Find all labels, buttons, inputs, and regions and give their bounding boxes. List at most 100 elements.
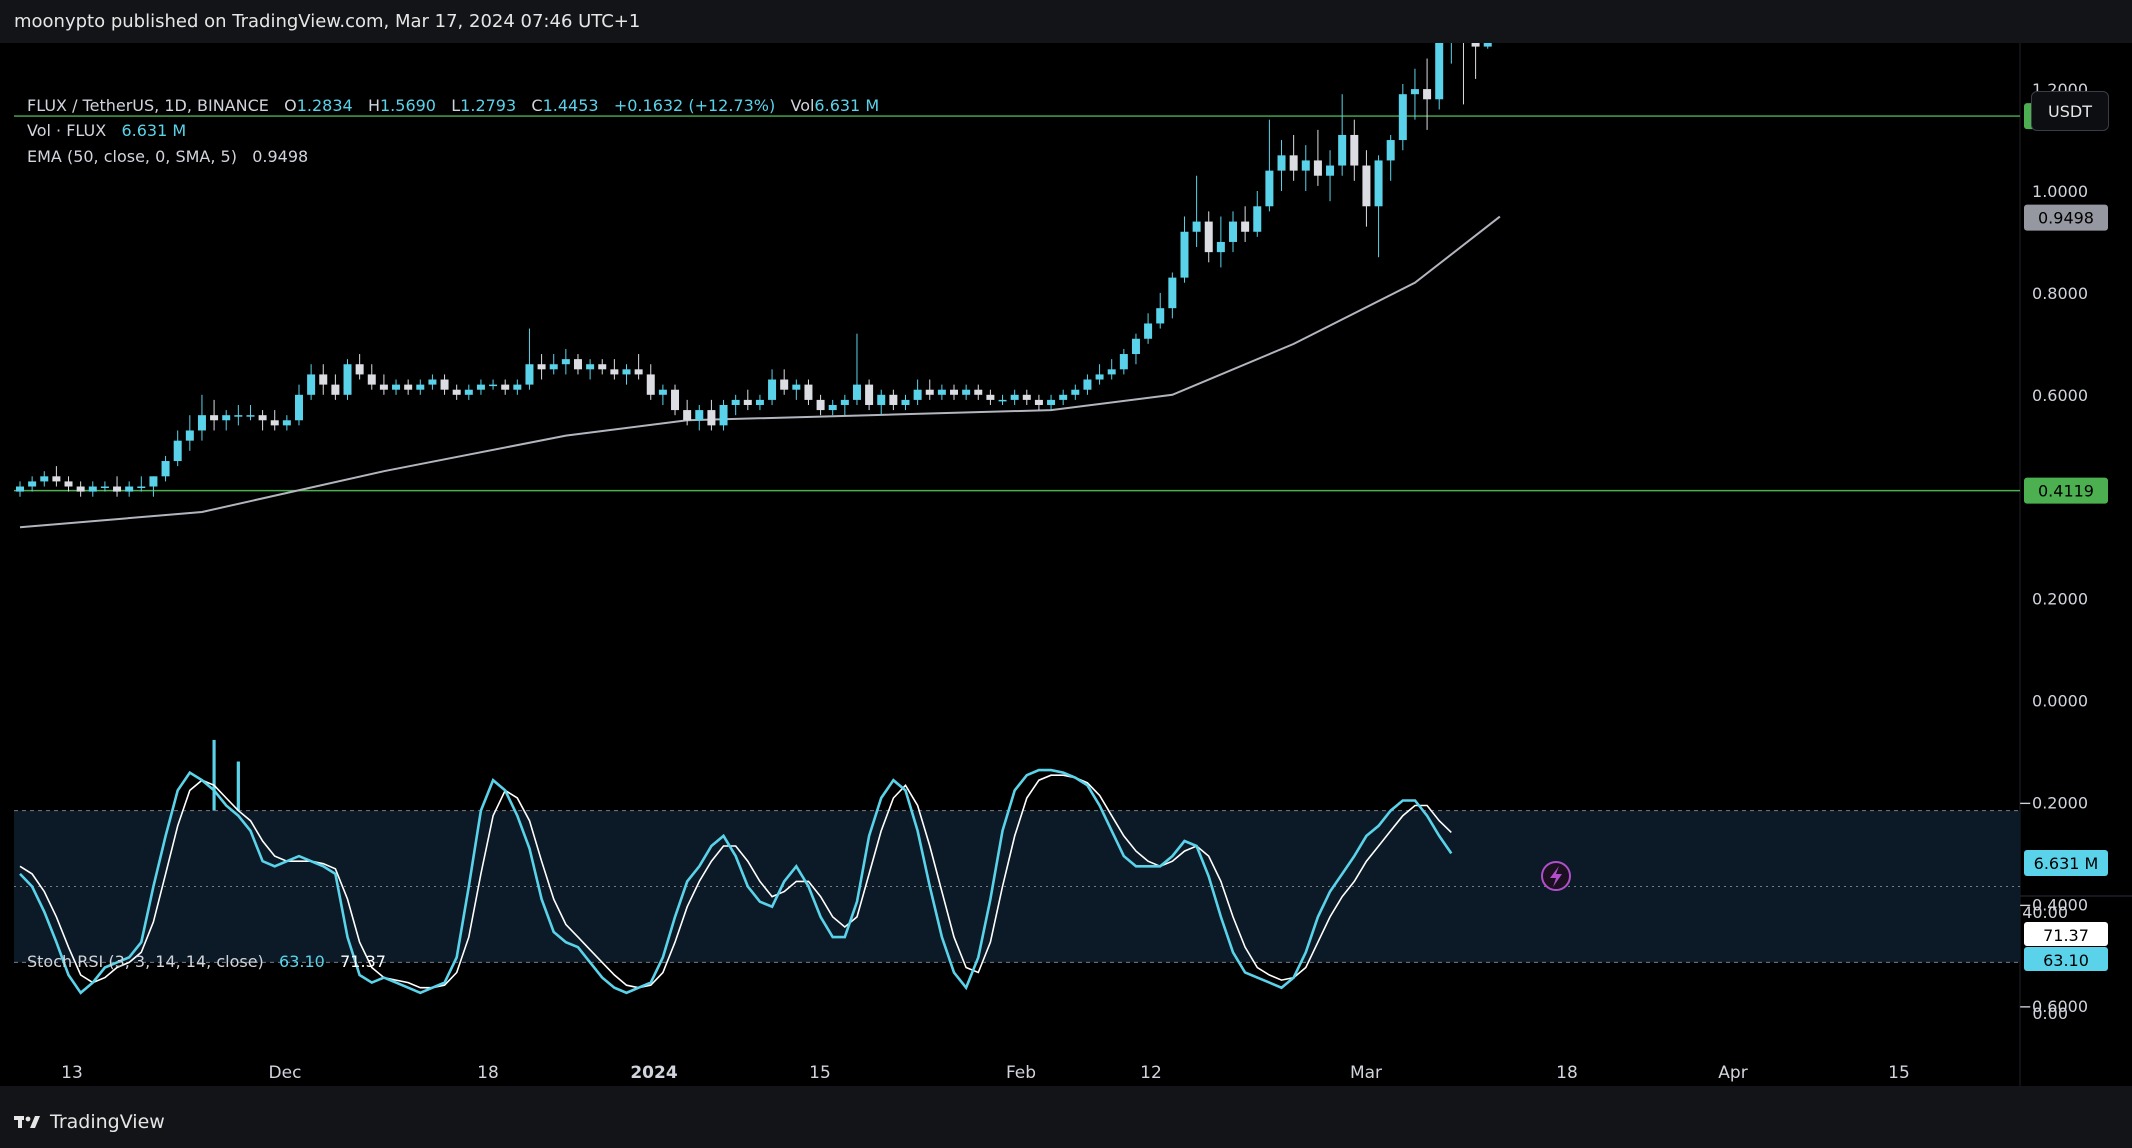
candle[interactable] — [1010, 389, 1019, 405]
candle[interactable] — [1265, 119, 1274, 212]
legend-stoch-row[interactable]: Stoch RSI (3, 3, 14, 14, close) 63.10 71… — [27, 952, 386, 971]
candle[interactable] — [282, 415, 291, 431]
candle[interactable] — [537, 354, 546, 380]
candle[interactable] — [743, 389, 752, 411]
candle[interactable] — [28, 476, 37, 492]
legend-symbol[interactable]: FLUX / TetherUS, 1D, BINANCE — [27, 96, 269, 115]
candle[interactable] — [1180, 216, 1189, 283]
candle[interactable] — [88, 481, 97, 497]
candle[interactable] — [1095, 364, 1104, 385]
stoch-k-badge[interactable]: 63.10 — [2024, 947, 2108, 971]
candle[interactable] — [561, 348, 570, 375]
candle[interactable] — [1435, 43, 1444, 110]
candle[interactable] — [173, 430, 182, 467]
candle[interactable] — [307, 364, 316, 400]
candle[interactable] — [367, 364, 376, 390]
candle[interactable] — [658, 384, 667, 405]
stoch-d-badge[interactable]: 71.37 — [2024, 922, 2108, 946]
candle[interactable] — [1156, 292, 1165, 329]
candle[interactable] — [852, 333, 861, 405]
candle[interactable] — [1471, 43, 1480, 79]
candle[interactable] — [246, 404, 255, 421]
candle[interactable] — [489, 379, 498, 390]
candle[interactable] — [1374, 155, 1383, 258]
candle[interactable] — [962, 384, 971, 400]
candle[interactable] — [1277, 140, 1286, 191]
candle[interactable] — [998, 394, 1007, 405]
candle[interactable] — [1071, 384, 1080, 400]
candle[interactable] — [865, 379, 874, 411]
candle[interactable] — [792, 379, 801, 400]
candle[interactable] — [1253, 191, 1262, 237]
candle[interactable] — [185, 415, 194, 451]
candle[interactable] — [1047, 394, 1056, 411]
candle[interactable] — [52, 466, 61, 487]
candle[interactable] — [513, 379, 522, 395]
candle[interactable] — [840, 394, 849, 416]
currency-button[interactable]: USDT — [2031, 91, 2109, 131]
candle[interactable] — [210, 399, 219, 431]
candle[interactable] — [1362, 150, 1371, 227]
candle[interactable] — [586, 359, 595, 380]
candle[interactable] — [707, 399, 716, 431]
candle[interactable] — [1216, 216, 1225, 268]
candle[interactable] — [913, 379, 922, 405]
candle[interactable] — [1410, 68, 1419, 120]
candle[interactable] — [234, 404, 243, 426]
candle[interactable] — [1204, 211, 1213, 263]
candle[interactable] — [1168, 272, 1177, 319]
candle[interactable] — [319, 364, 328, 395]
candle[interactable] — [1326, 150, 1335, 202]
candle[interactable] — [768, 369, 777, 405]
candle[interactable] — [889, 389, 898, 411]
candle[interactable] — [780, 369, 789, 395]
candle[interactable] — [1483, 43, 1492, 49]
legend-ema-row[interactable]: EMA (50, close, 0, SMA, 5) 0.9498 — [27, 147, 308, 166]
candle[interactable] — [258, 410, 267, 431]
candle[interactable] — [1059, 389, 1068, 405]
stoch-d-line[interactable] — [19, 774, 1452, 989]
candle[interactable] — [755, 394, 764, 411]
candle[interactable] — [671, 384, 680, 416]
candle[interactable] — [343, 359, 352, 400]
price-chart-svg[interactable]: 2.40002.20002.00001.80001.60001.20001.00… — [0, 43, 2132, 1086]
candle[interactable] — [877, 389, 886, 416]
candle[interactable] — [125, 481, 134, 497]
stoch-k-line[interactable] — [19, 768, 1453, 995]
candle[interactable] — [986, 389, 995, 405]
candle[interactable] — [1386, 134, 1395, 181]
candle[interactable] — [974, 384, 983, 400]
lightning-icon[interactable] — [1541, 861, 1571, 891]
candle[interactable] — [1301, 145, 1310, 191]
candle[interactable] — [1131, 333, 1140, 365]
candle[interactable] — [416, 379, 425, 395]
candle[interactable] — [501, 379, 510, 395]
candle[interactable] — [64, 476, 73, 492]
candle[interactable] — [1350, 119, 1359, 181]
candle[interactable] — [1398, 84, 1407, 151]
candle[interactable] — [1313, 129, 1322, 186]
tradingview-brand[interactable]: TradingView — [14, 1111, 165, 1133]
candle[interactable] — [646, 364, 655, 400]
candle[interactable] — [573, 354, 582, 375]
candle[interactable] — [1192, 175, 1201, 248]
candle[interactable] — [355, 354, 364, 380]
candle[interactable] — [598, 359, 607, 375]
candle[interactable] — [1447, 43, 1455, 64]
candle[interactable] — [392, 379, 401, 395]
ema-line[interactable] — [19, 215, 1501, 529]
candle[interactable] — [100, 481, 109, 492]
candle[interactable] — [40, 471, 49, 487]
candle[interactable] — [1119, 348, 1128, 375]
candle[interactable] — [634, 354, 643, 380]
candle[interactable] — [137, 476, 146, 492]
candle[interactable] — [622, 364, 631, 385]
candle[interactable] — [816, 394, 825, 416]
candle[interactable] — [222, 410, 231, 431]
candle[interactable] — [719, 399, 728, 431]
candle[interactable] — [476, 379, 485, 395]
candle[interactable] — [1144, 313, 1153, 344]
volume-badge[interactable]: 6.631 M — [2024, 850, 2108, 876]
candle[interactable] — [950, 384, 959, 400]
candle[interactable] — [440, 374, 449, 395]
